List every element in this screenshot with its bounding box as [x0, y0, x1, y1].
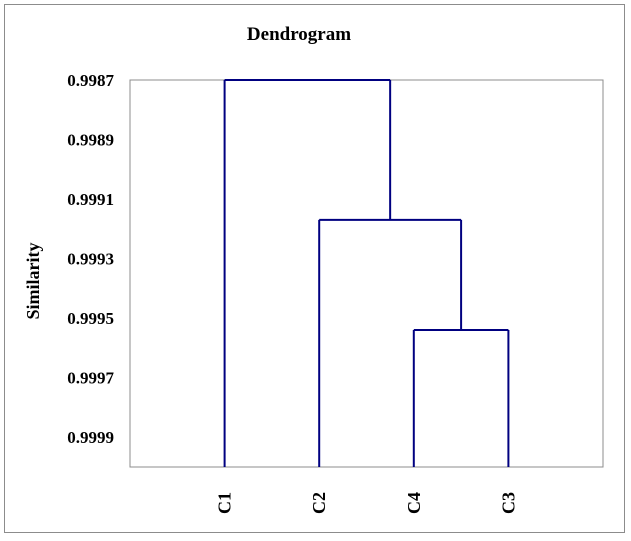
- y-tick-label: 0.9999: [67, 428, 114, 447]
- leaf-label-c2: C2: [309, 492, 329, 514]
- y-tick-label: 0.9997: [67, 369, 114, 388]
- leaf-label-c1: C1: [215, 492, 235, 514]
- y-tick-label: 0.9991: [67, 190, 114, 209]
- chart-title: Dendrogram: [247, 24, 351, 45]
- leaf-labels: C1 C2 C4 C3: [215, 492, 519, 514]
- leaf-label-c4: C4: [404, 492, 424, 514]
- leaf-label-c3: C3: [498, 492, 518, 514]
- plot-area: [129, 79, 604, 468]
- y-tick-labels: 0.9987 0.9989 0.9991 0.9993 0.9995 0.9997 0.99…: [67, 71, 114, 447]
- y-tick-label: 0.9987: [67, 71, 114, 90]
- y-tick-label: 0.9995: [67, 309, 114, 328]
- y-axis-label: Similarity: [23, 243, 43, 320]
- y-tick-label: 0.9993: [67, 250, 114, 269]
- dendrogram-links: [223, 79, 510, 467]
- y-tick-label: 0.9989: [67, 131, 114, 150]
